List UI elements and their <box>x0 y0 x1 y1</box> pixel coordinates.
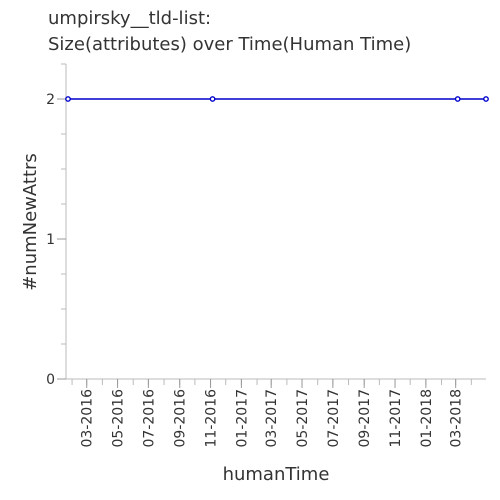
y-axis-title: #numNewAttrs <box>20 153 41 291</box>
plot-area <box>65 96 489 102</box>
x-tick-label: 07-2017 <box>326 389 342 448</box>
data-point <box>65 96 71 102</box>
x-axis: 03-2016 05-2016 07-2016 09-2016 11-2016 01-20… <box>66 378 486 448</box>
x-tick-label: 03-2017 <box>264 389 280 448</box>
x-tick-label: 01-2017 <box>234 389 250 448</box>
x-tick-label: 05-2017 <box>295 389 311 448</box>
x-tick-label: 05-2016 <box>111 389 127 448</box>
x-tick-label: 03-2016 <box>80 389 96 448</box>
x-tick-label: 01-2018 <box>419 389 435 448</box>
data-point <box>483 96 489 102</box>
y-tick-label: 1 <box>46 232 55 248</box>
x-tick-label: 07-2016 <box>141 389 157 448</box>
y-axis: 0 1 2 <box>46 63 67 388</box>
y-tick-label: 0 <box>46 372 55 388</box>
chart-title-line-2: Size(attributes) over Time(Human Time) <box>48 34 411 55</box>
x-axis-title: humanTime <box>223 464 330 485</box>
data-point <box>454 96 461 102</box>
x-tick-label: 11-2016 <box>204 389 220 448</box>
x-tick-label: 11-2017 <box>388 389 404 448</box>
x-tick-label: 09-2017 <box>357 389 373 448</box>
data-point <box>209 96 216 102</box>
x-tick-label: 03-2018 <box>449 389 465 448</box>
x-tick-label: 09-2016 <box>173 389 189 448</box>
chart-title-line-1: umpirsky__tld-list: <box>48 8 211 29</box>
y-tick-label: 2 <box>46 92 55 108</box>
